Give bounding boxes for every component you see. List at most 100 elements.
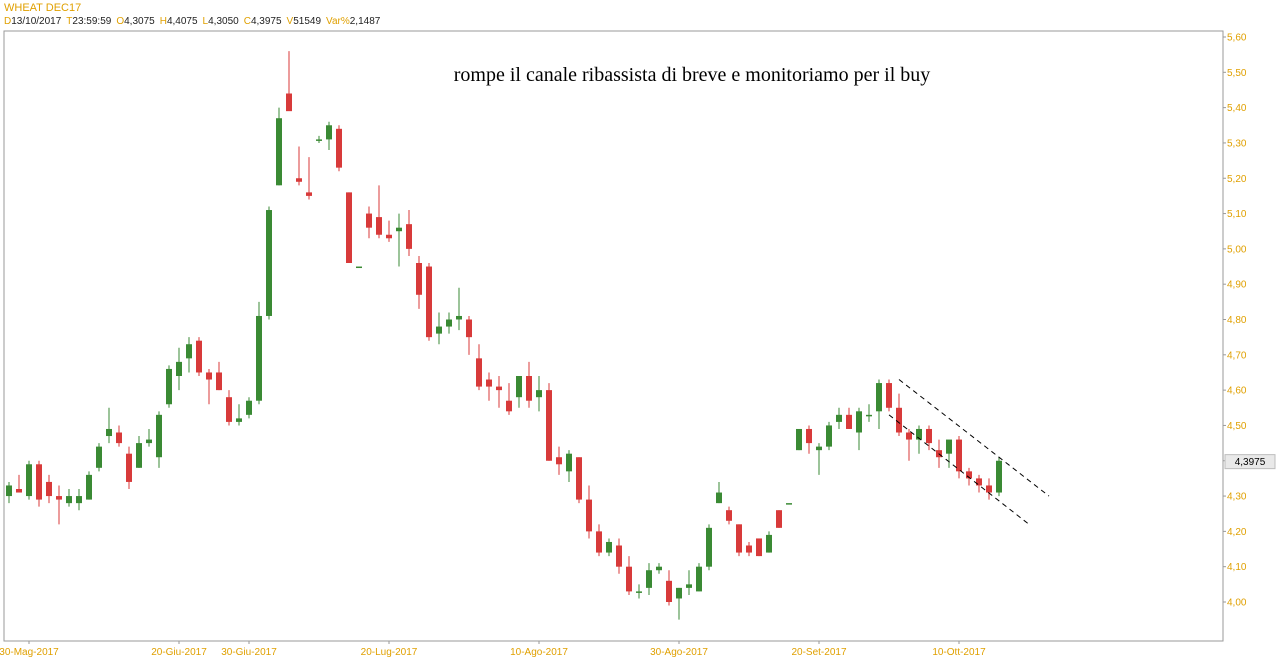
candle bbox=[336, 125, 342, 172]
channel-lines-layer bbox=[888, 379, 1050, 525]
y-tick-label: 5,60 bbox=[1227, 33, 1247, 44]
candle-body bbox=[506, 400, 512, 412]
candle-body bbox=[886, 383, 892, 408]
candle bbox=[976, 474, 982, 493]
candle-body bbox=[946, 439, 952, 454]
candle bbox=[186, 337, 192, 373]
candle bbox=[966, 467, 972, 486]
info-field: C4,3975 bbox=[244, 16, 282, 27]
candle bbox=[26, 460, 32, 500]
candle-body bbox=[776, 510, 782, 528]
candle-body bbox=[86, 474, 92, 500]
info-field: D13/10/2017 bbox=[4, 16, 61, 27]
candle bbox=[6, 481, 12, 504]
candle-body bbox=[6, 485, 12, 497]
candle bbox=[726, 506, 732, 525]
candle-body bbox=[416, 263, 422, 295]
candle bbox=[556, 446, 562, 475]
candle-body bbox=[656, 566, 662, 571]
channel-line bbox=[898, 379, 1050, 497]
candles-layer bbox=[6, 51, 1002, 620]
x-tick-label: 30-Ago-2017 bbox=[650, 647, 708, 658]
candle bbox=[446, 312, 452, 334]
candle bbox=[476, 344, 482, 391]
candle-body bbox=[146, 439, 152, 444]
candle-body bbox=[346, 192, 352, 263]
y-axis: 4,004,104,204,304,404,504,604,704,804,90… bbox=[1223, 33, 1247, 609]
candle bbox=[986, 478, 992, 500]
candle-body bbox=[126, 453, 132, 482]
candle bbox=[826, 421, 832, 451]
candle-body bbox=[696, 566, 702, 592]
info-field: L4,3050 bbox=[203, 16, 239, 27]
candle bbox=[126, 446, 132, 489]
candle bbox=[266, 206, 272, 320]
candle-body bbox=[876, 383, 882, 412]
candle-body bbox=[576, 457, 582, 500]
x-tick-label: 20-Set-2017 bbox=[791, 647, 846, 658]
candle-body bbox=[136, 443, 142, 468]
candle bbox=[906, 428, 912, 461]
channel-line bbox=[888, 414, 1030, 525]
candle bbox=[526, 361, 532, 408]
candle bbox=[156, 411, 162, 468]
info-key: V bbox=[286, 16, 294, 27]
candle-body bbox=[746, 545, 752, 553]
candle-body bbox=[276, 118, 282, 186]
candle bbox=[766, 531, 772, 553]
candle-body bbox=[436, 326, 442, 334]
ohlc-info-bar: D13/10/2017 T23:59:59 O4,3075 H4,4075 L4,305… bbox=[4, 16, 385, 27]
candle-body bbox=[96, 446, 102, 468]
candle bbox=[136, 436, 142, 468]
candle-body bbox=[666, 580, 672, 602]
candle-body bbox=[986, 485, 992, 493]
candle-body bbox=[806, 428, 812, 444]
candle-body bbox=[26, 464, 32, 497]
candle-body bbox=[356, 266, 362, 269]
candle bbox=[246, 397, 252, 419]
y-tick-label: 4,70 bbox=[1227, 350, 1247, 361]
candle-body bbox=[426, 266, 432, 338]
info-value: 2,1487 bbox=[349, 16, 381, 27]
candle bbox=[366, 206, 372, 239]
candle-body bbox=[586, 499, 592, 532]
candle bbox=[66, 489, 72, 507]
candle-body bbox=[626, 566, 632, 592]
candle-body bbox=[526, 376, 532, 401]
x-axis: 30-Mag-2017 20-Giu-2017 30-Giu-2017 20-Lug-… bbox=[0, 641, 986, 658]
candle bbox=[236, 404, 242, 426]
candle-body bbox=[536, 390, 542, 398]
candle bbox=[886, 379, 892, 412]
candle bbox=[946, 439, 952, 468]
candle bbox=[646, 563, 652, 595]
candle bbox=[96, 443, 102, 472]
info-field: V51549 bbox=[287, 16, 321, 27]
candle bbox=[536, 376, 542, 412]
candle-body bbox=[336, 128, 342, 168]
candle-body bbox=[566, 453, 572, 472]
info-value: 13/10/2017 bbox=[11, 16, 62, 27]
y-tick-label: 4,30 bbox=[1227, 492, 1247, 503]
info-value: 4,3975 bbox=[250, 16, 282, 27]
candle-body bbox=[716, 492, 722, 504]
candle-body bbox=[856, 411, 862, 433]
candle-body bbox=[846, 414, 852, 429]
candle bbox=[816, 443, 822, 475]
candle bbox=[626, 556, 632, 595]
x-tick-label: 30-Mag-2017 bbox=[0, 647, 59, 658]
candle-body bbox=[176, 361, 182, 376]
candle bbox=[616, 538, 622, 574]
candle bbox=[386, 220, 392, 242]
candle-body bbox=[966, 471, 972, 479]
candle-body bbox=[296, 178, 302, 182]
y-tick-label: 4,10 bbox=[1227, 562, 1247, 573]
candle-body bbox=[736, 524, 742, 553]
info-key: C bbox=[243, 16, 251, 27]
candle-body bbox=[926, 428, 932, 444]
candle-body bbox=[196, 340, 202, 373]
candle-body bbox=[646, 570, 652, 588]
candle-body bbox=[386, 234, 392, 239]
candle bbox=[756, 538, 762, 557]
candle-body bbox=[206, 372, 212, 380]
